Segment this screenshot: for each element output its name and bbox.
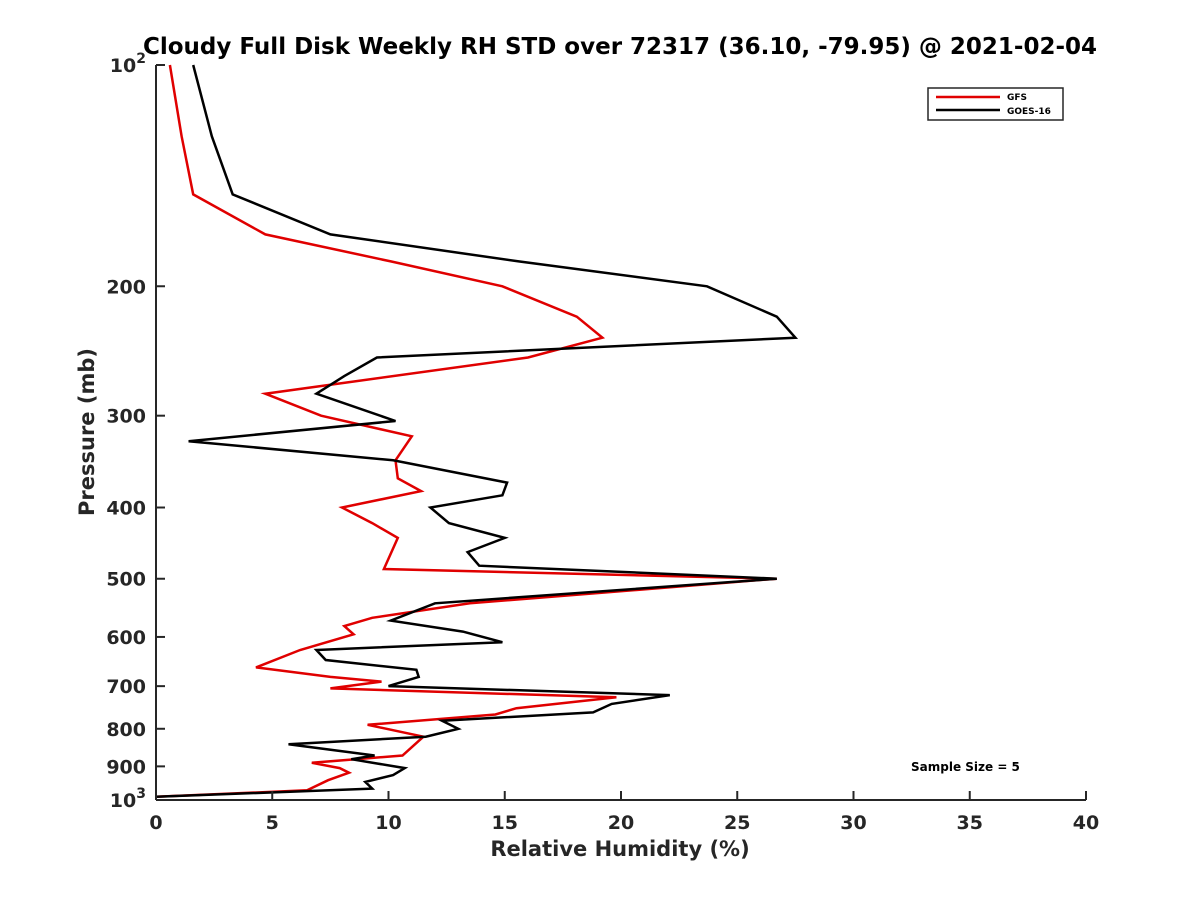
x-tick-label: 20 bbox=[608, 812, 634, 834]
legend-label-gfs: GFS bbox=[1007, 93, 1027, 103]
y-tick-label: 700 bbox=[106, 676, 146, 698]
y-tick-label: 103 bbox=[110, 786, 146, 812]
sample-size-annotation: Sample Size = 5 bbox=[911, 760, 1020, 774]
y-tick-label: 200 bbox=[106, 276, 146, 298]
x-tick-label: 0 bbox=[149, 812, 162, 834]
x-tick-label: 15 bbox=[492, 812, 518, 834]
y-tick-label: 102 bbox=[110, 51, 146, 77]
y-tick-label: 600 bbox=[106, 627, 146, 649]
chart-title: Cloudy Full Disk Weekly RH STD over 7231… bbox=[143, 34, 1097, 60]
x-axis-label: Relative Humidity (%) bbox=[490, 837, 749, 861]
x-tick-label: 40 bbox=[1073, 812, 1099, 834]
series-line-goes16 bbox=[155, 64, 799, 799]
legend-label-goes16: GOES-16 bbox=[1007, 107, 1051, 117]
y-tick-label: 900 bbox=[106, 756, 146, 778]
y-axis-label: Pressure (mb) bbox=[75, 348, 99, 516]
x-tick-label: 25 bbox=[724, 812, 750, 834]
y-ticks: 102 200 300 400 500 600 700 800 900 103 bbox=[106, 51, 165, 812]
x-tick-label: 10 bbox=[375, 812, 401, 834]
x-ticks: 0 5 10 15 20 25 30 35 40 bbox=[149, 791, 1099, 834]
y-tick-label: 300 bbox=[106, 406, 146, 428]
series-layer bbox=[155, 64, 799, 799]
y-tick-label: 400 bbox=[106, 498, 146, 520]
legend: GFS GOES-16 bbox=[927, 87, 1064, 121]
y-tick-label: 800 bbox=[106, 719, 146, 741]
x-tick-label: 30 bbox=[840, 812, 866, 834]
y-tick-label: 500 bbox=[106, 569, 146, 591]
legend-box bbox=[927, 87, 1064, 121]
x-tick-label: 5 bbox=[266, 812, 279, 834]
x-tick-label: 35 bbox=[957, 812, 983, 834]
series-line-gfs bbox=[155, 64, 777, 799]
